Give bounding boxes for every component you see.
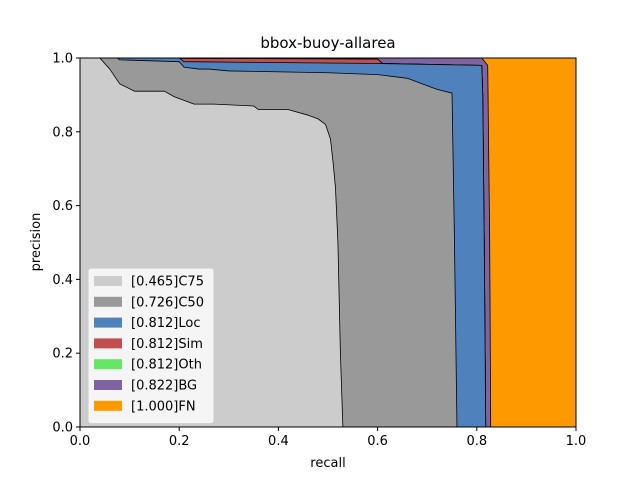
x-tick-label-4: 0.8	[466, 434, 487, 449]
x-tick-label-3: 0.6	[367, 434, 388, 449]
axes: 0.0 0.2 0.4 0.6 0.8 1.0 0.0 0.2 0.4 0.6 0.8 1.0	[52, 52, 586, 450]
y-tick-label-1: 0.2	[52, 347, 73, 362]
legend-swatch-4	[94, 359, 122, 370]
legend-label-0: [0.465]C75	[131, 275, 204, 290]
legend-label-6: [1.000]FN	[131, 399, 196, 414]
x-axis-label: recall	[310, 456, 345, 471]
chart-title: bbox-buoy-allarea	[260, 34, 395, 52]
legend-label-4: [0.812]Oth	[131, 358, 202, 373]
y-tick-label-4: 0.8	[52, 125, 73, 140]
axes-frame	[79, 57, 577, 428]
x-tick-label-1: 0.2	[169, 434, 190, 449]
y-tick-label-5: 1.0	[52, 52, 73, 67]
legend-swatch-0	[94, 276, 122, 286]
legend-swatch-1	[94, 296, 122, 307]
legend-swatch-5	[94, 380, 122, 390]
x-tick-label-0: 0.0	[70, 434, 91, 449]
legend-label-3: [0.812]Sim	[131, 337, 203, 352]
x-tick-label-2: 0.4	[268, 434, 289, 449]
legend-label-5: [0.822]BG	[131, 379, 197, 394]
legend-swatch-6	[94, 400, 122, 411]
legend-swatch-3	[94, 338, 122, 349]
y-axis-label: precision	[29, 213, 44, 272]
legend-label-1: [0.726]C50	[131, 295, 204, 310]
legend-swatch-2	[94, 317, 122, 328]
x-tick-label-5: 1.0	[566, 434, 587, 449]
y-tick-label-0: 0.0	[52, 421, 73, 436]
y-tick-label-2: 0.4	[52, 273, 73, 288]
y-tick-label-3: 0.6	[52, 199, 73, 214]
legend: [0.465]C75 [0.726]C50 [0.812]Loc [0.812]Sim…	[87, 267, 215, 425]
legend-label-2: [0.812]Loc	[131, 316, 200, 331]
